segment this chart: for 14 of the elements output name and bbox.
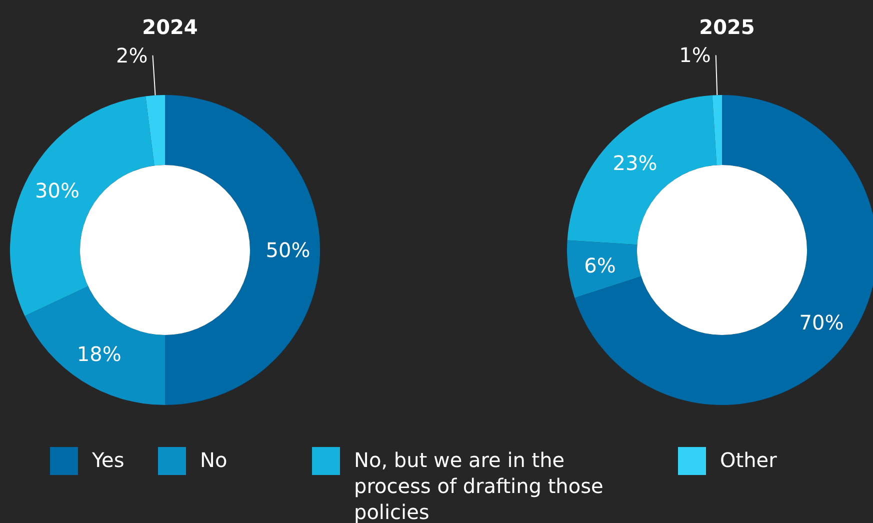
legend-label: No [200,447,228,473]
data-label: 1% [679,43,711,68]
legend-label: No, but we are in the process of drafting those policies [354,447,604,523]
data-label: 23% [612,151,658,176]
data-label: 30% [34,178,80,203]
legend-label: Yes [92,447,124,473]
chart-title: 2024 [142,15,198,39]
chart-title: 2025 [699,15,755,39]
data-label: 6% [584,253,616,278]
legend-label: Other [720,447,777,473]
data-label: 2% [116,43,148,68]
data-label: 50% [266,238,310,262]
data-label: 70% [799,310,844,334]
data-label: 18% [76,342,122,366]
